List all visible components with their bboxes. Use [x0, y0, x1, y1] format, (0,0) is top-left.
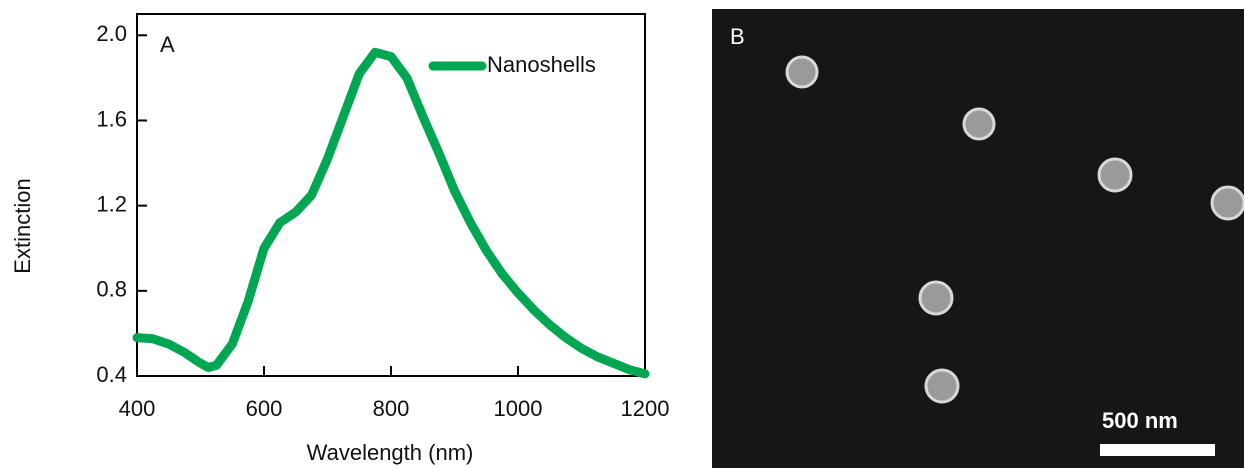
particle — [785, 55, 819, 89]
particle — [924, 368, 960, 404]
x-tick-label: 400 — [119, 396, 156, 421]
y-tick-label: 2.0 — [96, 21, 127, 46]
line — [132, 47, 650, 379]
particles — [785, 55, 1244, 404]
x-tick-label: 1200 — [621, 396, 670, 421]
particle — [1097, 157, 1133, 193]
scale-bar — [1100, 444, 1215, 456]
x-axis-label: Wavelength (nm) — [307, 440, 474, 465]
x-tick-label: 800 — [373, 396, 410, 421]
panel-label: A — [160, 32, 175, 57]
particle — [962, 107, 996, 141]
x-tick-label: 1000 — [494, 396, 543, 421]
particle — [918, 280, 954, 316]
x-tick-label: 600 — [246, 396, 283, 421]
legend-label: Nanoshells — [487, 52, 596, 77]
panel-label: B — [730, 24, 745, 49]
y-tick-label: 0.8 — [96, 277, 127, 302]
y-tick-label: 1.6 — [96, 106, 127, 131]
y-tick-label: 1.2 — [96, 191, 127, 216]
y-tick-label: 0.4 — [96, 362, 127, 387]
y-axis-label: Extinction — [10, 178, 35, 273]
particle — [1210, 185, 1244, 221]
scale-bar-label: 500 nm — [1102, 408, 1178, 433]
